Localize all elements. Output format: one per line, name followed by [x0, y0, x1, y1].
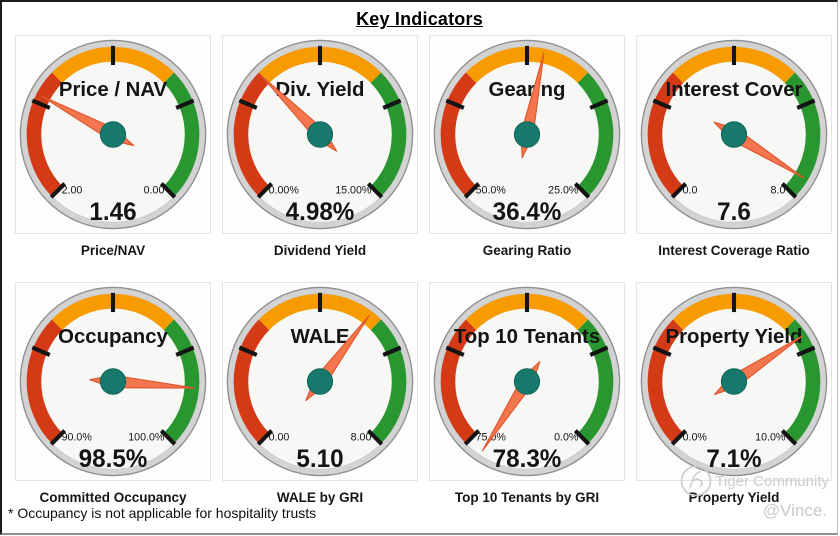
- gauge-dial-gearing: Gearing 50.0% 25.0% 36.4%: [433, 39, 621, 230]
- gauge-cell-interest-cover: Interest Cover 0.0 8.0 7.6 Interest Coverag…: [636, 35, 832, 258]
- svg-text:2.00: 2.00: [62, 185, 83, 197]
- svg-text:0.0: 0.0: [683, 185, 698, 197]
- gauge-dial-dividend-yield: Div. Yield 0.00% 15.00% 4.98%: [226, 39, 414, 230]
- svg-text:0.00%: 0.00%: [269, 185, 300, 197]
- svg-text:50.0%: 50.0%: [476, 185, 507, 197]
- gauge-dial-wale: WALE 0.00 8.00 5.10: [226, 286, 414, 477]
- svg-text:5.10: 5.10: [296, 446, 343, 473]
- svg-text:98.5%: 98.5%: [79, 446, 148, 473]
- gauge-dial-occupancy: Occupancy 90.0% 100.0% 98.5%: [19, 286, 207, 477]
- gauge-panel-property-yield: Property Yield 0.0% 10.0% 7.1%: [636, 282, 832, 481]
- gauge-dial-property-yield: Property Yield 0.0% 10.0% 7.1%: [640, 286, 828, 477]
- page-title: Key Indicators: [356, 9, 483, 29]
- svg-text:10.0%: 10.0%: [755, 432, 786, 444]
- gauge-panel-top10-tenants: Top 10 Tenants75.0%0.0%78.3%: [429, 282, 625, 481]
- svg-text:1.46: 1.46: [89, 199, 136, 226]
- gauge-caption-property-yield: Property Yield: [688, 490, 780, 505]
- gauge-caption-interest-cover: Interest Coverage Ratio: [658, 243, 810, 258]
- gauge-dial-price-nav: Price / NAV 2.00 0.00 1.46: [19, 39, 207, 230]
- gauge-cell-occupancy: Occupancy 90.0% 100.0% 98.5% Committed Occu…: [15, 282, 211, 505]
- gauge-row-2: Occupancy 90.0% 100.0% 98.5% Committed Occu…: [15, 282, 832, 505]
- gauge-cell-property-yield: Property Yield 0.0% 10.0% 7.1% Property Yie…: [636, 282, 832, 505]
- svg-text:90.0%: 90.0%: [62, 432, 93, 444]
- svg-text:100.0%: 100.0%: [128, 432, 165, 444]
- svg-text:Top 10 Tenants: Top 10 Tenants: [454, 325, 600, 348]
- svg-text:0.00: 0.00: [269, 432, 290, 444]
- svg-text:8.00: 8.00: [351, 432, 372, 444]
- gauge-dial-interest-cover: Interest Cover 0.0 8.0 7.6: [640, 39, 828, 230]
- gauge-caption-wale: WALE by GRI: [276, 490, 364, 505]
- gauge-panel-interest-cover: Interest Cover 0.0 8.0 7.6: [636, 35, 832, 234]
- svg-text:Div. Yield: Div. Yield: [275, 78, 364, 101]
- gauge-panel-gearing: Gearing 50.0% 25.0% 36.4%: [429, 35, 625, 234]
- svg-text:Property Yield: Property Yield: [666, 325, 803, 348]
- svg-text:WALE: WALE: [291, 325, 350, 348]
- svg-text:0.00: 0.00: [144, 185, 165, 197]
- svg-text:Interest Cover: Interest Cover: [666, 78, 803, 101]
- svg-text:78.3%: 78.3%: [493, 446, 562, 473]
- svg-text:0.0%: 0.0%: [554, 432, 579, 444]
- gauge-dial-top10-tenants: Top 10 Tenants75.0%0.0%78.3%: [433, 286, 621, 477]
- gauge-panel-occupancy: Occupancy 90.0% 100.0% 98.5%: [15, 282, 211, 481]
- gauge-panel-dividend-yield: Div. Yield 0.00% 15.00% 4.98%: [222, 35, 418, 234]
- gauge-caption-dividend-yield: Dividend Yield: [273, 243, 367, 258]
- gauge-cell-gearing: Gearing 50.0% 25.0% 36.4% Gearing Ratio: [429, 35, 625, 258]
- gauge-caption-gearing: Gearing Ratio: [482, 243, 572, 258]
- gauge-caption-occupancy: Committed Occupancy: [39, 490, 187, 505]
- svg-text:Gearing: Gearing: [489, 78, 566, 101]
- gauge-cell-wale: WALE 0.00 8.00 5.10 WALE by GRI: [222, 282, 418, 505]
- svg-text:25.0%: 25.0%: [548, 185, 579, 197]
- footnote: * Occupancy is not applicable for hospit…: [8, 505, 317, 521]
- svg-text:0.0%: 0.0%: [683, 432, 708, 444]
- gauge-caption-price-nav: Price/NAV: [80, 243, 146, 258]
- svg-text:Price / NAV: Price / NAV: [59, 78, 168, 101]
- svg-text:4.98%: 4.98%: [286, 199, 355, 226]
- svg-text:7.1%: 7.1%: [706, 446, 762, 473]
- gauge-caption-top10-tenants: Top 10 Tenants by GRI: [454, 490, 600, 505]
- gauge-panel-wale: WALE 0.00 8.00 5.10: [222, 282, 418, 481]
- svg-text:36.4%: 36.4%: [493, 199, 562, 226]
- svg-text:15.00%: 15.00%: [335, 185, 372, 197]
- svg-text:7.6: 7.6: [717, 199, 751, 226]
- gauge-cell-top10-tenants: Top 10 Tenants75.0%0.0%78.3% Top 10 Tena…: [429, 282, 625, 505]
- gauge-cell-dividend-yield: Div. Yield 0.00% 15.00% 4.98% Dividend Yiel…: [222, 35, 418, 258]
- gauge-row-1: Price / NAV 2.00 0.00 1.46 Price/NAV Div. Y…: [15, 35, 832, 258]
- gauge-panel-price-nav: Price / NAV 2.00 0.00 1.46: [15, 35, 211, 234]
- svg-text:Occupancy: Occupancy: [58, 325, 168, 348]
- svg-text:8.0: 8.0: [771, 185, 786, 197]
- gauge-cell-price-nav: Price / NAV 2.00 0.00 1.46 Price/NAV: [15, 35, 211, 258]
